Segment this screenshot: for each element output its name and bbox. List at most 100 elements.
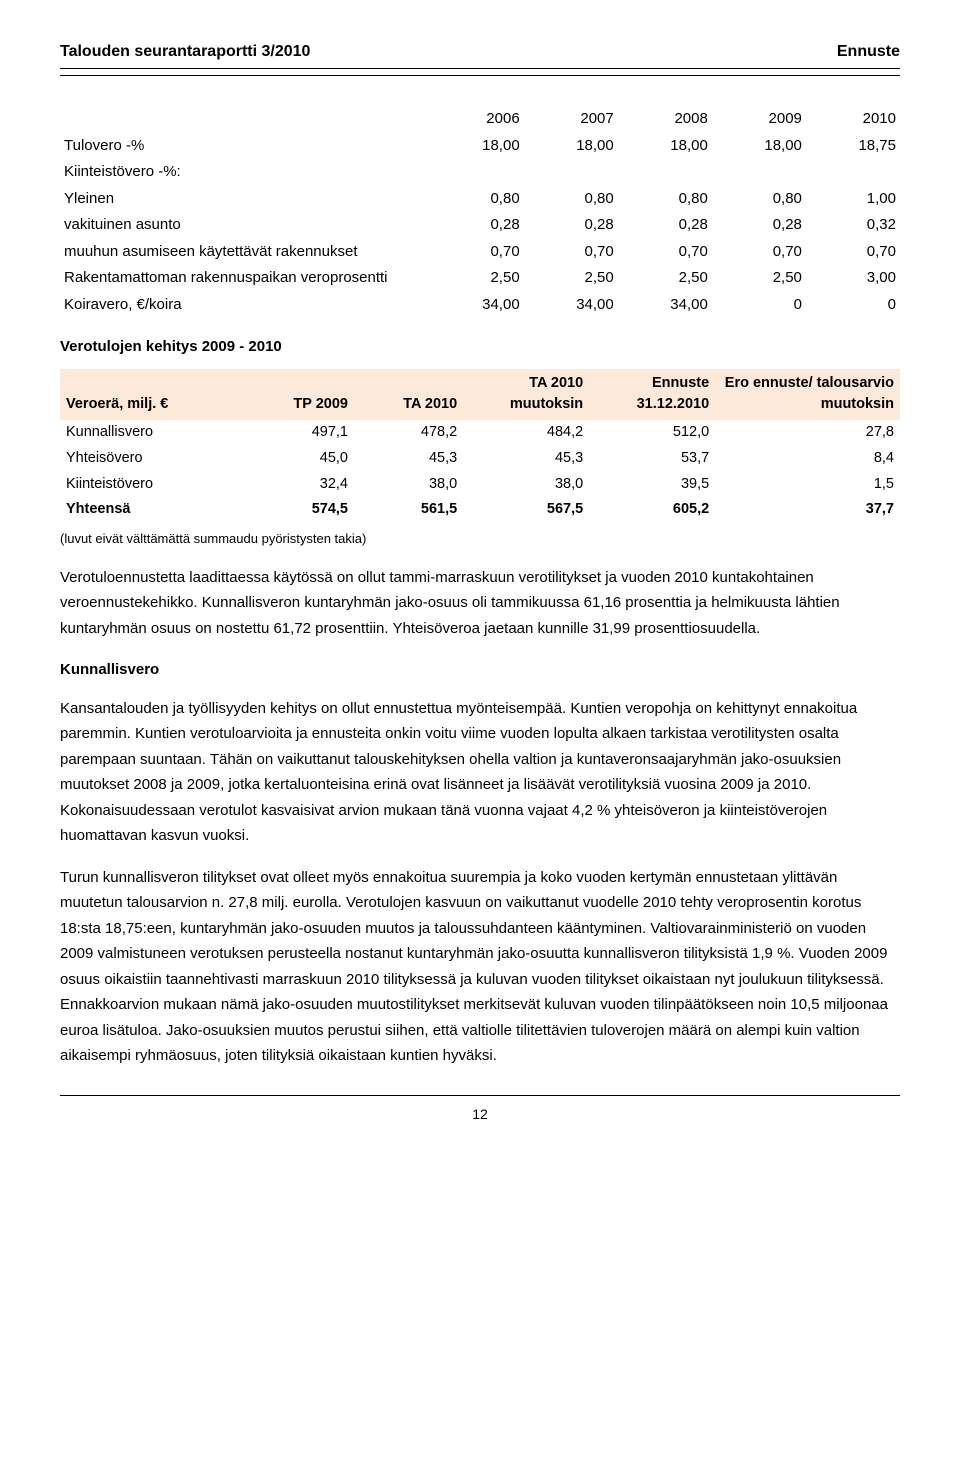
tax-cell: 18,00	[618, 133, 712, 160]
vero-cell: 8,4	[715, 446, 900, 472]
vero-col: TA 2010	[354, 369, 463, 421]
vero-col: TA 2010 muutoksin	[463, 369, 589, 421]
tax-cell	[806, 159, 900, 186]
tax-row-label: Koiravero, €/koira	[60, 292, 430, 319]
tax-cell: 0,28	[618, 212, 712, 239]
year-col: 2006	[430, 106, 524, 133]
tax-row-label: Tulovero -%	[60, 133, 430, 160]
table-note: (luvut eivät välttämättä summaudu pyöris…	[60, 529, 900, 549]
body-paragraph: Verotuloennustetta laadittaessa käytössä…	[60, 565, 900, 642]
tax-row: vakituinen asunto0,280,280,280,280,32	[60, 212, 900, 239]
vero-row: Kiinteistövero32,438,038,039,51,5	[60, 472, 900, 498]
tax-cell	[430, 159, 524, 186]
vero-row: Yhteisövero45,045,345,353,78,4	[60, 446, 900, 472]
tax-cell: 3,00	[806, 265, 900, 292]
tax-cell: 2,50	[712, 265, 806, 292]
vero-row-label: Kiinteistövero	[60, 472, 245, 498]
tax-rate-table: 2006 2007 2008 2009 2010 Tulovero -%18,0…	[60, 106, 900, 318]
tax-cell: 0,80	[524, 186, 618, 213]
vero-cell: 45,3	[463, 446, 589, 472]
tax-row: Rakentamattoman rakennuspaikan veroprose…	[60, 265, 900, 292]
tax-header-row: 2006 2007 2008 2009 2010	[60, 106, 900, 133]
tax-cell: 0,80	[618, 186, 712, 213]
header-right: Ennuste	[837, 40, 900, 64]
vero-cell: 1,5	[715, 472, 900, 498]
tax-row-label: muuhun asumiseen käytettävät rakennukset	[60, 239, 430, 266]
tax-cell: 0,70	[712, 239, 806, 266]
tax-cell: 0,28	[712, 212, 806, 239]
year-col: 2009	[712, 106, 806, 133]
tax-cell: 2,50	[430, 265, 524, 292]
section-title: Verotulojen kehitys 2009 - 2010	[60, 336, 900, 359]
vero-row-label: Yhteensä	[60, 497, 245, 523]
vero-cell: 32,4	[245, 472, 354, 498]
vero-cell: 27,8	[715, 420, 900, 446]
vero-cell: 53,7	[589, 446, 715, 472]
header-rule	[60, 75, 900, 76]
vero-cell: 497,1	[245, 420, 354, 446]
vero-cell: 561,5	[354, 497, 463, 523]
tax-cell: 34,00	[430, 292, 524, 319]
vero-row: Yhteensä574,5561,5567,5605,237,7	[60, 497, 900, 523]
tax-cell: 0,70	[618, 239, 712, 266]
vero-col: TP 2009	[245, 369, 354, 421]
tax-cell: 34,00	[524, 292, 618, 319]
tax-row-label: vakituinen asunto	[60, 212, 430, 239]
year-col: 2010	[806, 106, 900, 133]
tax-cell: 34,00	[618, 292, 712, 319]
vero-cell: 38,0	[354, 472, 463, 498]
vero-col-label: Veroerä, milj. €	[60, 369, 245, 421]
vero-col: Ennuste 31.12.2010	[589, 369, 715, 421]
vero-cell: 45,0	[245, 446, 354, 472]
tax-cell: 0,70	[524, 239, 618, 266]
vero-cell: 512,0	[589, 420, 715, 446]
page-number: 12	[472, 1106, 488, 1122]
tax-cell	[524, 159, 618, 186]
subheading-kunnallisvero: Kunnallisvero	[60, 659, 900, 682]
vero-cell: 605,2	[589, 497, 715, 523]
tax-row-label: Kiinteistövero -%:	[60, 159, 430, 186]
vero-col: Ero ennuste/ talousarvio muutoksin	[715, 369, 900, 421]
tax-cell: 0,28	[524, 212, 618, 239]
tax-cell: 2,50	[524, 265, 618, 292]
page-footer: 12	[60, 1095, 900, 1125]
vero-row-label: Kunnallisvero	[60, 420, 245, 446]
vero-table: Veroerä, milj. € TP 2009 TA 2010 TA 2010…	[60, 369, 900, 524]
tax-row: Yleinen0,800,800,800,801,00	[60, 186, 900, 213]
tax-cell: 18,00	[524, 133, 618, 160]
vero-cell: 45,3	[354, 446, 463, 472]
body-paragraph: Turun kunnallisveron tilitykset ovat oll…	[60, 865, 900, 1069]
vero-cell: 39,5	[589, 472, 715, 498]
page-header: Talouden seurantaraportti 3/2010 Ennuste	[60, 40, 900, 69]
year-col: 2008	[618, 106, 712, 133]
tax-cell: 0,70	[806, 239, 900, 266]
tax-cell: 0,80	[430, 186, 524, 213]
vero-cell: 484,2	[463, 420, 589, 446]
tax-cell: 18,00	[430, 133, 524, 160]
year-col: 2007	[524, 106, 618, 133]
tax-cell	[712, 159, 806, 186]
tax-cell: 18,00	[712, 133, 806, 160]
tax-cell: 0,80	[712, 186, 806, 213]
tax-row: Koiravero, €/koira34,0034,0034,0000	[60, 292, 900, 319]
tax-cell: 2,50	[618, 265, 712, 292]
vero-cell: 37,7	[715, 497, 900, 523]
tax-cell: 18,75	[806, 133, 900, 160]
tax-row: Tulovero -%18,0018,0018,0018,0018,75	[60, 133, 900, 160]
body-paragraph: Kansantalouden ja työllisyyden kehitys o…	[60, 696, 900, 849]
header-left: Talouden seurantaraportti 3/2010	[60, 40, 310, 64]
tax-row: muuhun asumiseen käytettävät rakennukset…	[60, 239, 900, 266]
vero-row-label: Yhteisövero	[60, 446, 245, 472]
tax-cell: 0,28	[430, 212, 524, 239]
tax-cell: 0	[806, 292, 900, 319]
tax-cell: 1,00	[806, 186, 900, 213]
tax-cell: 0,70	[430, 239, 524, 266]
vero-cell: 38,0	[463, 472, 589, 498]
tax-cell: 0	[712, 292, 806, 319]
vero-row: Kunnallisvero497,1478,2484,2512,027,8	[60, 420, 900, 446]
tax-row-label: Yleinen	[60, 186, 430, 213]
tax-cell: 0,32	[806, 212, 900, 239]
vero-cell: 574,5	[245, 497, 354, 523]
tax-row: Kiinteistövero -%:	[60, 159, 900, 186]
vero-header-row: Veroerä, milj. € TP 2009 TA 2010 TA 2010…	[60, 369, 900, 421]
